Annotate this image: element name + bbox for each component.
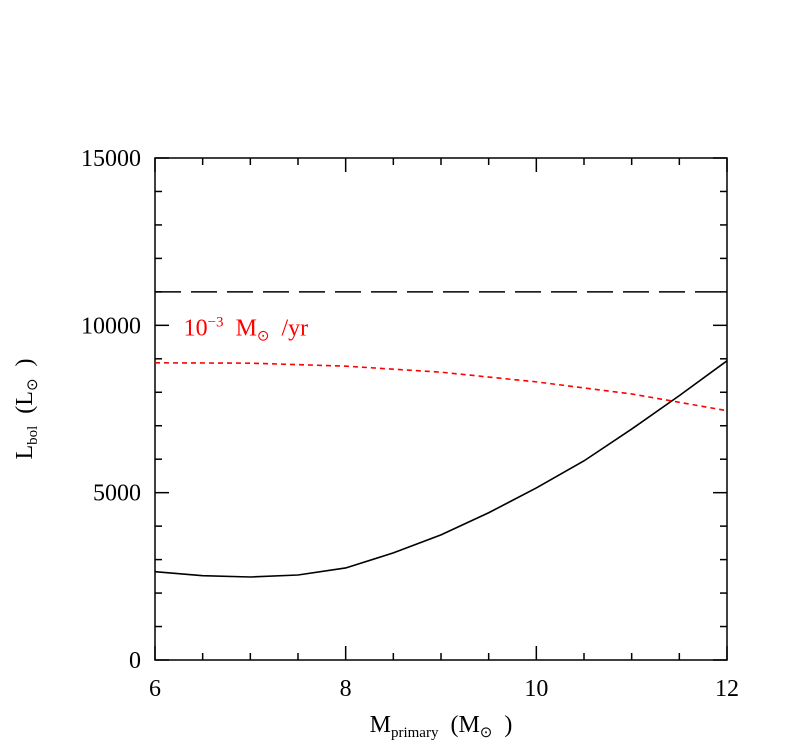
x-axis-label-part: (M bbox=[450, 712, 479, 738]
annotation-part: ⊙ bbox=[257, 328, 270, 344]
y-tick-label: 0 bbox=[129, 648, 141, 674]
annotation-part: 10 bbox=[184, 315, 208, 341]
x-tick-label: 12 bbox=[715, 676, 739, 702]
y-tick-label: 15000 bbox=[81, 146, 141, 172]
x-axis-label-part: primary bbox=[391, 725, 439, 741]
y-axis-label-part: L bbox=[12, 445, 38, 460]
y-axis-label-part: ⊙ bbox=[25, 378, 41, 391]
annotation-part: /yr bbox=[281, 315, 308, 341]
plot-frame bbox=[154, 157, 728, 661]
x-tick-label: 10 bbox=[524, 676, 548, 702]
x-axis-label-part: M bbox=[370, 712, 391, 738]
series-line bbox=[154, 362, 728, 412]
x-tick-label: 8 bbox=[340, 676, 352, 702]
x-axis-label: Mprimary (M⊙) bbox=[370, 712, 513, 741]
y-axis-label-part: ) bbox=[12, 358, 38, 366]
annotation-part: M bbox=[236, 315, 257, 341]
y-tick-label: 10000 bbox=[81, 313, 141, 339]
annotation: 10−3 M⊙ /yr bbox=[184, 314, 309, 344]
x-axis-label-part: ⊙ bbox=[480, 725, 493, 741]
y-axis-label-part: (L bbox=[12, 391, 38, 414]
x-axis-label-part: ) bbox=[504, 712, 512, 738]
annotation-part: −3 bbox=[208, 314, 224, 330]
y-axis-label: Lbol (L⊙) bbox=[12, 358, 41, 459]
y-tick-label: 5000 bbox=[93, 481, 141, 507]
y-axis-label-part: bol bbox=[25, 426, 41, 445]
series-line bbox=[154, 360, 728, 578]
x-tick-label: 6 bbox=[149, 676, 161, 702]
